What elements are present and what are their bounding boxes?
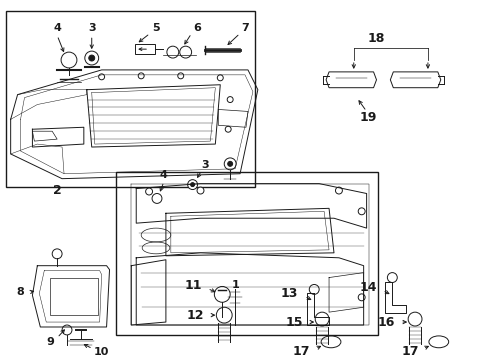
Circle shape bbox=[315, 312, 329, 326]
Circle shape bbox=[62, 325, 72, 335]
Text: 9: 9 bbox=[46, 337, 54, 347]
Circle shape bbox=[61, 52, 77, 68]
Text: 13: 13 bbox=[281, 287, 298, 300]
Bar bbox=[50, 278, 98, 315]
Text: 12: 12 bbox=[187, 309, 204, 321]
Text: 14: 14 bbox=[360, 281, 377, 294]
Circle shape bbox=[388, 273, 397, 283]
Text: 11: 11 bbox=[185, 279, 202, 292]
Circle shape bbox=[217, 75, 223, 81]
Circle shape bbox=[191, 183, 195, 186]
Bar bbox=[6, 10, 255, 186]
Text: 6: 6 bbox=[194, 23, 201, 33]
Text: 8: 8 bbox=[17, 287, 24, 297]
Text: 17: 17 bbox=[401, 345, 419, 358]
Circle shape bbox=[98, 74, 104, 80]
Text: 19: 19 bbox=[360, 111, 377, 124]
Circle shape bbox=[52, 249, 62, 259]
Text: 18: 18 bbox=[368, 32, 385, 45]
Circle shape bbox=[408, 312, 422, 326]
Circle shape bbox=[188, 180, 197, 190]
Bar bbox=[135, 44, 155, 54]
Text: 2: 2 bbox=[53, 184, 62, 197]
Circle shape bbox=[225, 126, 231, 132]
Circle shape bbox=[180, 46, 192, 58]
Circle shape bbox=[146, 188, 152, 195]
Circle shape bbox=[197, 187, 204, 194]
Text: 5: 5 bbox=[152, 23, 160, 33]
Circle shape bbox=[358, 208, 365, 215]
Text: 3: 3 bbox=[88, 23, 96, 33]
Circle shape bbox=[224, 158, 236, 170]
Text: 10: 10 bbox=[94, 347, 109, 357]
Text: 7: 7 bbox=[241, 23, 249, 33]
Text: 16: 16 bbox=[378, 316, 395, 329]
Circle shape bbox=[214, 287, 230, 302]
Circle shape bbox=[228, 161, 233, 166]
Circle shape bbox=[309, 284, 319, 294]
Circle shape bbox=[358, 294, 365, 301]
Circle shape bbox=[227, 96, 233, 103]
Circle shape bbox=[336, 187, 343, 194]
Text: 4: 4 bbox=[53, 23, 61, 33]
Circle shape bbox=[85, 51, 98, 65]
Circle shape bbox=[167, 46, 179, 58]
Circle shape bbox=[138, 73, 144, 79]
Text: 17: 17 bbox=[293, 345, 310, 358]
Text: 4: 4 bbox=[160, 170, 168, 180]
Circle shape bbox=[89, 55, 95, 61]
Text: 1: 1 bbox=[231, 280, 239, 291]
Circle shape bbox=[178, 73, 184, 79]
Text: 15: 15 bbox=[286, 316, 303, 329]
Circle shape bbox=[152, 194, 162, 203]
Text: 3: 3 bbox=[202, 160, 209, 170]
Circle shape bbox=[216, 307, 232, 323]
Bar bbox=[117, 172, 378, 335]
